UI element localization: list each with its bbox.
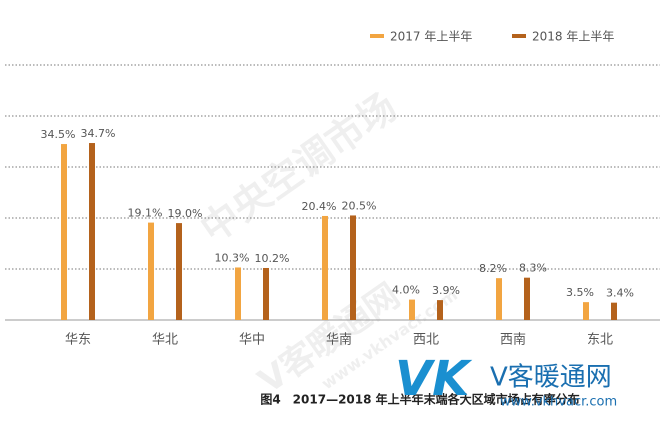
value-label: 20.4%: [302, 200, 337, 213]
value-label: 10.3%: [215, 251, 250, 264]
bar: [409, 299, 415, 320]
bar: [524, 277, 530, 320]
value-label: 4.0%: [392, 284, 420, 297]
bar: [61, 144, 67, 320]
logo-name: V客暖通网: [490, 363, 612, 393]
legend-label: 2018 年上半年: [532, 30, 614, 44]
bar: [176, 223, 182, 320]
logo-mark: VK: [395, 351, 473, 407]
bar: [89, 143, 95, 320]
x-tick-label: 东北: [587, 333, 613, 348]
logo: VK V客暖通网 www.vkhvacr.com: [395, 351, 617, 410]
bar: [496, 278, 502, 320]
x-tick-label: 华东: [65, 333, 91, 348]
bar: [322, 215, 328, 320]
legend-label: 2017 年上半年: [390, 30, 472, 44]
x-tick-label: 华中: [239, 333, 265, 348]
value-label: 10.2%: [255, 252, 290, 265]
x-tick-label: 华南: [326, 332, 352, 348]
value-label: 8.2%: [479, 262, 507, 275]
value-label: 3.9%: [432, 284, 460, 297]
x-tick-label: 西南: [500, 332, 526, 348]
bar: [350, 215, 356, 320]
bar: [583, 302, 589, 320]
value-label: 34.7%: [81, 127, 116, 140]
value-label: 34.5%: [41, 128, 76, 141]
x-tick-label: 华北: [152, 333, 178, 348]
logo-url: www.vkhvacr.com: [500, 395, 617, 410]
value-label: 3.4%: [606, 287, 634, 300]
bar: [148, 222, 154, 320]
watermark-text: 中央空调市场: [193, 85, 405, 252]
value-label: 20.5%: [342, 199, 377, 212]
bar: [235, 267, 241, 320]
bar: [437, 300, 443, 320]
value-label: 8.3%: [519, 262, 547, 275]
value-label: 19.1%: [128, 207, 163, 220]
value-label: 3.5%: [566, 286, 594, 299]
chart-title: 图4 2017—2018 年上半年末端各大区域市场占有率分布: [260, 392, 579, 407]
value-label: 19.0%: [168, 207, 203, 220]
bar: [263, 267, 269, 320]
legend-swatch: [512, 34, 526, 38]
bar: [611, 302, 617, 320]
x-tick-label: 西北: [413, 333, 439, 348]
legend-swatch: [370, 34, 384, 38]
